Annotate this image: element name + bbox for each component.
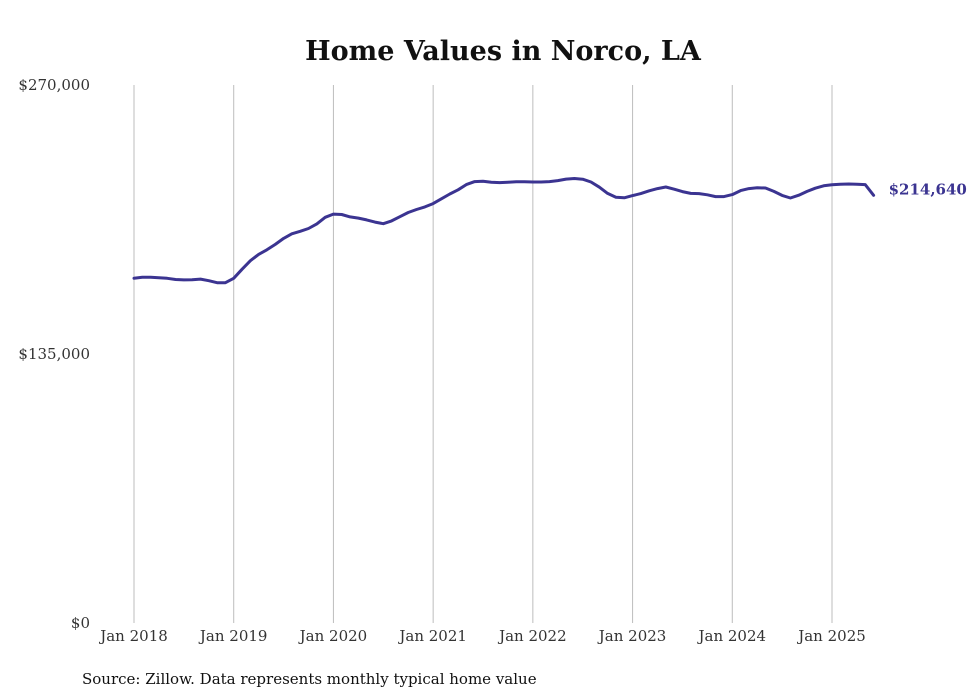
y-tick-label-0: $0 xyxy=(71,614,90,632)
y-tick-label-270000: $270,000 xyxy=(18,76,90,94)
x-tick-label-2021: Jan 2021 xyxy=(397,627,467,645)
series-line-0 xyxy=(132,177,876,285)
x-tick-label-2023: Jan 2023 xyxy=(597,627,667,645)
x-tick-label-2022: Jan 2022 xyxy=(497,627,567,645)
source-note: Source: Zillow. Data represents monthly … xyxy=(82,670,537,688)
x-tick-label-2024: Jan 2024 xyxy=(697,627,767,645)
x-tick-label-2025: Jan 2025 xyxy=(796,627,866,645)
x-axis-tick-labels: Jan 2018 Jan 2019 Jan 2020 Jan 2021 Jan 2022… xyxy=(98,627,866,645)
chart-title: Home Values in Norco, LA xyxy=(305,36,702,67)
y-axis-tick-labels: $0 $135,000 $270,000 xyxy=(18,76,90,632)
x-tick-label-2020: Jan 2020 xyxy=(298,627,368,645)
x-tick-label-2018: Jan 2018 xyxy=(98,627,168,645)
series-layer: $214,640 xyxy=(132,177,967,285)
y-tick-label-135000: $135,000 xyxy=(18,345,90,363)
x-tick-label-2019: Jan 2019 xyxy=(198,627,268,645)
end-value-label: $214,640 xyxy=(889,180,967,198)
vertical-gridlines xyxy=(133,85,833,623)
